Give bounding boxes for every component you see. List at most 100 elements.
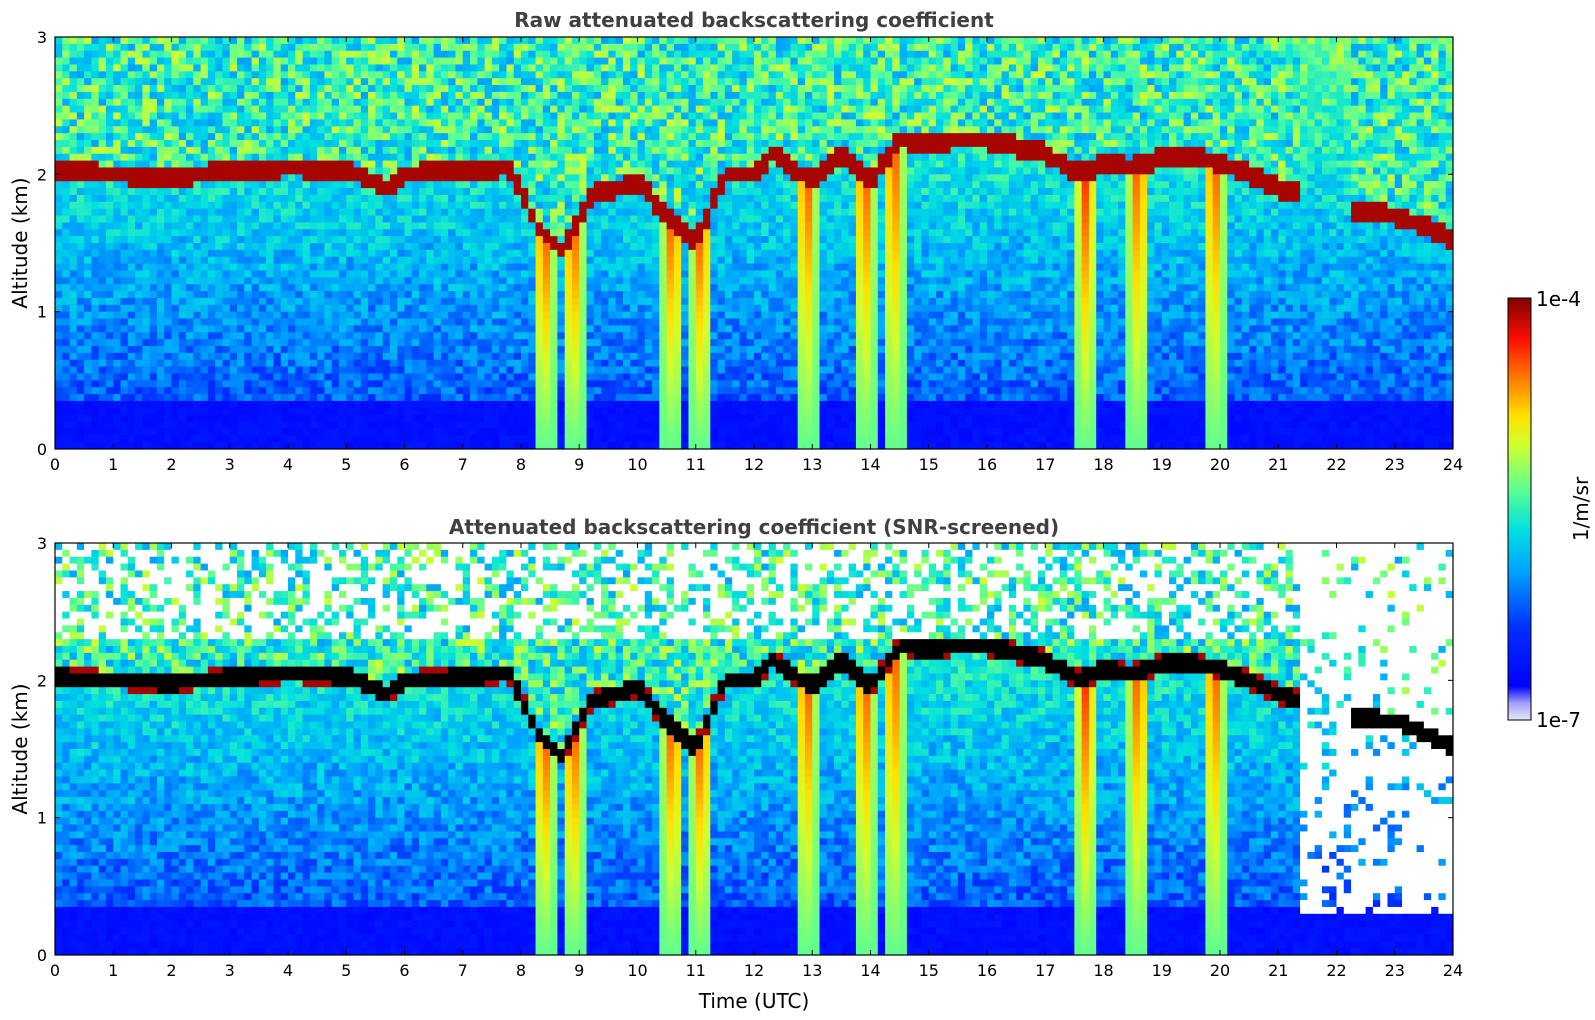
heatmap-cell xyxy=(55,394,63,402)
heatmap-cell xyxy=(178,428,187,436)
heatmap-cell xyxy=(258,256,267,265)
heatmap-cell xyxy=(644,311,653,320)
heatmap-cell xyxy=(295,78,304,86)
heatmap-cell xyxy=(426,160,435,169)
heatmap-cell xyxy=(200,174,209,182)
heatmap-cell xyxy=(237,43,245,52)
heatmap-cell xyxy=(506,153,515,162)
heatmap-cell xyxy=(317,98,326,107)
heatmap-cell xyxy=(178,352,187,361)
heatmap-cell xyxy=(346,318,355,326)
heatmap-cell xyxy=(462,387,471,395)
heatmap-cell xyxy=(273,37,282,45)
heatmap-cell xyxy=(397,421,406,429)
heatmap-cell xyxy=(477,256,486,265)
heatmap-cell xyxy=(98,91,107,100)
heatmap-cell xyxy=(55,249,63,258)
heatmap-cell xyxy=(295,112,304,120)
heatmap-cell xyxy=(382,325,391,333)
heatmap-cell xyxy=(207,373,216,381)
heatmap-cell xyxy=(113,421,122,429)
heatmap-cell xyxy=(120,304,129,313)
heatmap-cell xyxy=(506,277,515,285)
heatmap-cell xyxy=(98,435,107,443)
heatmap-cell xyxy=(193,78,202,86)
heatmap-cell xyxy=(120,291,129,299)
heatmap-cell xyxy=(127,78,136,86)
heatmap-cell xyxy=(120,297,129,306)
heatmap-cell xyxy=(135,194,143,203)
heatmap-cell xyxy=(382,270,391,278)
heatmap-cell xyxy=(135,400,143,409)
heatmap-cell xyxy=(360,256,369,265)
heatmap-cell xyxy=(426,229,435,237)
heatmap-cell xyxy=(295,435,304,443)
heatmap-cell xyxy=(258,249,267,258)
heatmap-cell xyxy=(142,352,151,361)
heatmap-cell xyxy=(237,133,245,141)
heatmap-cell xyxy=(120,64,129,72)
heatmap-cell xyxy=(280,71,289,79)
heatmap-cell xyxy=(215,167,224,175)
heatmap-cell xyxy=(513,325,522,333)
heatmap-cell xyxy=(564,57,573,66)
heatmap-cell xyxy=(470,318,478,326)
heatmap-cell xyxy=(55,325,63,333)
heatmap-cell xyxy=(113,304,122,313)
heatmap-cell xyxy=(222,71,231,79)
heatmap-cell xyxy=(222,346,231,354)
heatmap-cell xyxy=(550,71,559,79)
heatmap-cell xyxy=(368,249,376,258)
heatmap-cell xyxy=(571,160,580,169)
heatmap-cell xyxy=(521,222,529,230)
heatmap-cell xyxy=(455,325,464,333)
heatmap-cell xyxy=(149,133,158,141)
heatmap-cell xyxy=(302,146,311,155)
heatmap-cell xyxy=(273,222,282,230)
heatmap-cell xyxy=(353,112,362,120)
heatmap-cell xyxy=(630,208,639,217)
heatmap-cell xyxy=(571,222,580,230)
heatmap-cell xyxy=(244,140,253,148)
heatmap-cell xyxy=(637,243,646,251)
heatmap-cell xyxy=(273,112,282,120)
heatmap-cell xyxy=(426,236,435,244)
heatmap-cell xyxy=(455,153,464,162)
heatmap-cell xyxy=(586,174,595,182)
heatmap-cell xyxy=(542,50,551,59)
heatmap-cell xyxy=(608,380,617,388)
heatmap-cell xyxy=(302,435,311,443)
heatmap-cell xyxy=(579,428,588,436)
heatmap-cell xyxy=(273,119,282,127)
heatmap-cell xyxy=(528,153,537,162)
heatmap-cell xyxy=(222,188,231,196)
heatmap-cell xyxy=(491,400,500,409)
heatmap-cell xyxy=(586,119,595,127)
heatmap-cell xyxy=(601,435,609,443)
heatmap-cell xyxy=(338,153,347,162)
heatmap-cell xyxy=(200,435,209,443)
heatmap-cell xyxy=(338,263,347,272)
heatmap-cell xyxy=(302,332,311,340)
heatmap-cell xyxy=(644,188,653,196)
heatmap-cell xyxy=(324,243,333,251)
heatmap-cell xyxy=(156,194,165,203)
heatmap-cell xyxy=(652,105,660,114)
heatmap-cell xyxy=(346,400,355,409)
heatmap-cell xyxy=(200,236,209,244)
heatmap-cell xyxy=(484,64,493,72)
heatmap-cell xyxy=(389,243,398,251)
heatmap-cell xyxy=(295,201,304,210)
heatmap-cell xyxy=(484,407,493,416)
heatmap-cell xyxy=(535,373,544,381)
heatmap-cell xyxy=(244,311,253,320)
heatmap-cell xyxy=(564,442,573,449)
heatmap-cell xyxy=(652,153,660,162)
heatmap-cell xyxy=(324,201,333,210)
heatmap-cell xyxy=(637,64,646,72)
heatmap-cell xyxy=(295,91,304,100)
heatmap-cell xyxy=(171,332,180,340)
heatmap-cell xyxy=(98,112,107,120)
heatmap-cell xyxy=(113,380,122,388)
heatmap-cell xyxy=(470,160,478,169)
